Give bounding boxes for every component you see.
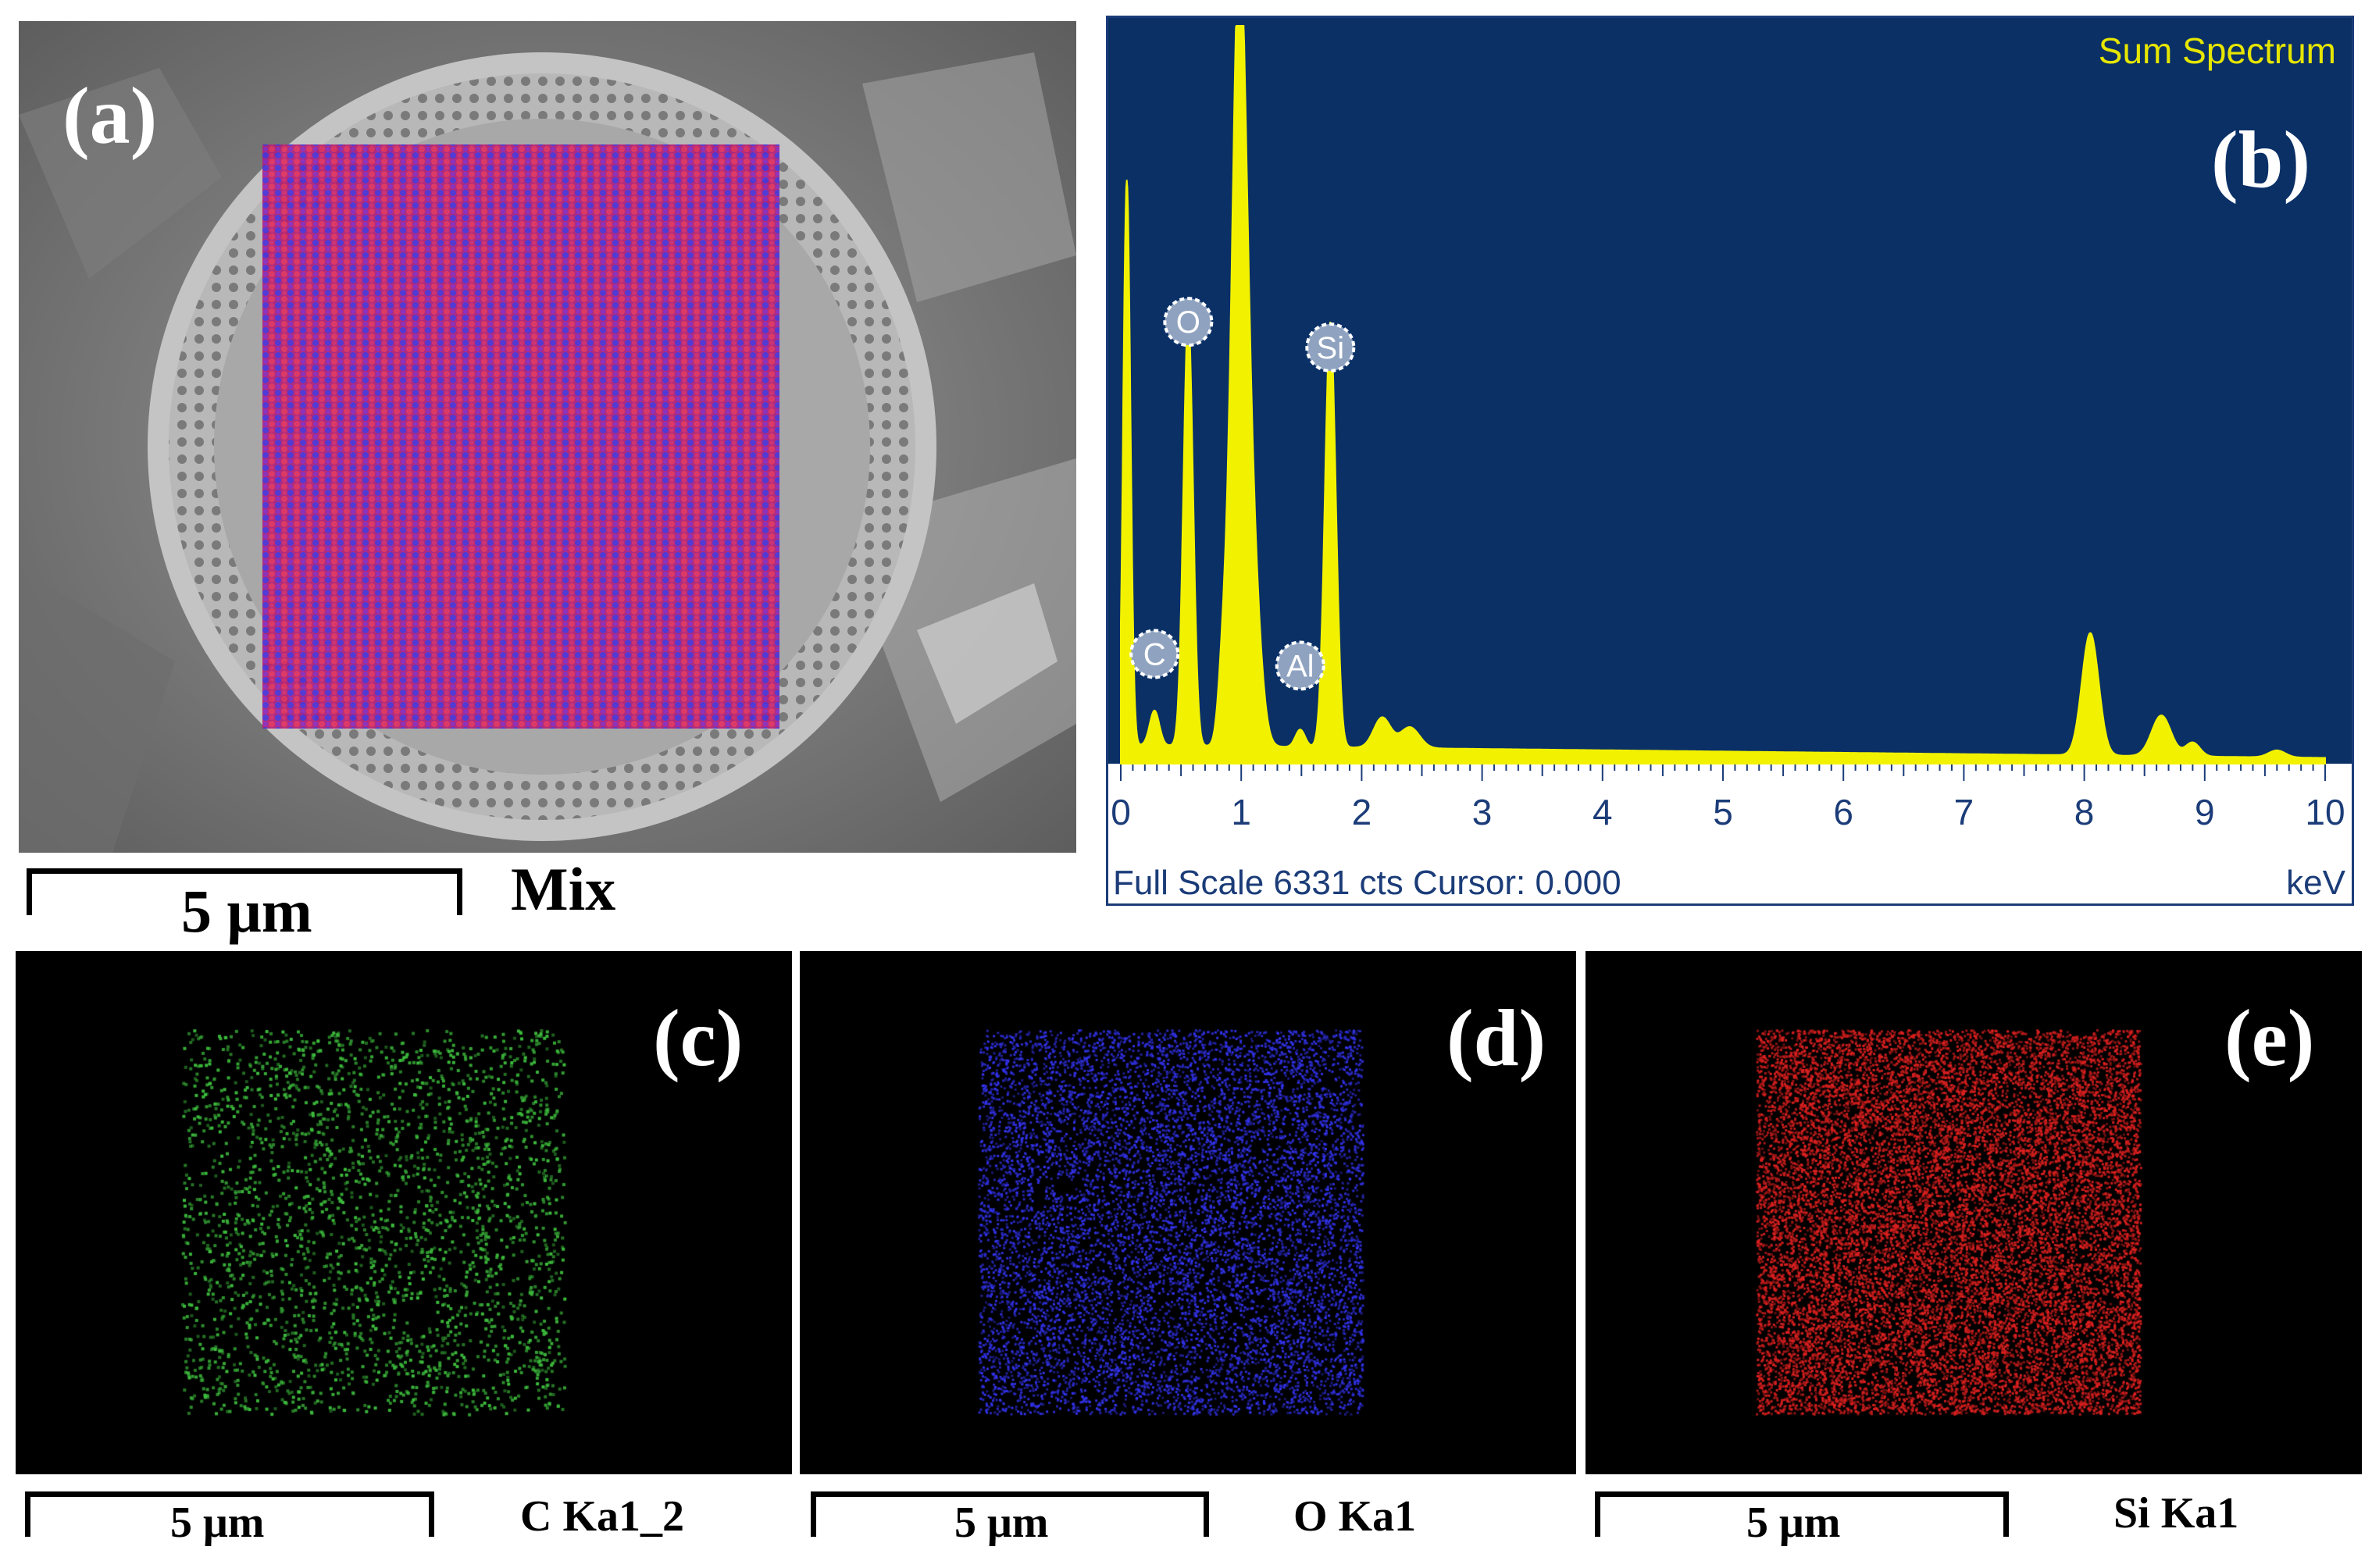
element-label-text: Si [1317, 331, 1345, 365]
panel-d-scale-bar [811, 1491, 1209, 1537]
panel-a-scale-label: 5 μm [181, 877, 312, 945]
element-label-c: C [1129, 629, 1180, 679]
panel-b-letter: (b) [2211, 115, 2311, 205]
panel-a-sem-mix: (a) [19, 21, 1076, 853]
panel-d-oxygen-map: (d) [800, 951, 1576, 1474]
spectrum-chart: 0 1 2 3 4 5 6 7 8 9 10 C O Al Si Sum Spectrum Full Sc… [1108, 18, 2352, 902]
sem-image [19, 21, 1076, 853]
x-tick-label: 6 [1833, 792, 1853, 832]
element-label-text: O [1176, 305, 1200, 340]
spectrum-xlabel: keV [2286, 864, 2345, 902]
panel-c-scale-label: 5 μm [170, 1499, 265, 1547]
x-tick-label: 2 [1352, 792, 1372, 832]
element-label-text: Al [1286, 649, 1314, 683]
x-tick-label: 9 [2195, 792, 2215, 832]
panel-c-carbon-map: (c) [16, 951, 792, 1474]
panel-c-scale-bar [25, 1491, 434, 1537]
panel-e-scale-bar [1595, 1491, 2009, 1537]
x-tick-label: 5 [1713, 792, 1733, 832]
panel-a-scale-bar [27, 868, 462, 915]
spectrum-title: Sum Spectrum [2099, 30, 2336, 71]
element-label-badge [1129, 629, 1180, 679]
x-tick-label: 10 [2305, 792, 2345, 832]
x-tick-label: 4 [1593, 792, 1613, 832]
panel-e-map-label: Si Ka1 [2113, 1489, 2239, 1538]
panel-e-silicon-map: (e) [1585, 951, 2362, 1474]
oxygen-dot-map [800, 951, 1576, 1474]
x-tick-label: 8 [2074, 792, 2095, 832]
silicon-dot-map [1585, 951, 2362, 1474]
panel-d-scale-label: 5 μm [954, 1499, 1049, 1547]
element-label-badge [1275, 640, 1325, 691]
x-tick-label: 3 [1472, 792, 1493, 832]
spectrum-footer: Full Scale 6331 cts Cursor: 0.000 [1113, 864, 1621, 902]
element-label-badge [1305, 322, 1356, 372]
x-tick-label: 7 [1954, 792, 1974, 832]
panel-d-map-label: O Ka1 [1293, 1492, 1417, 1541]
panel-a-map-label: Mix [511, 855, 616, 923]
panel-e-scale-label: 5 μm [1746, 1499, 1841, 1547]
x-tick-label: 1 [1231, 792, 1251, 832]
panel-b-eds-spectrum: 0 1 2 3 4 5 6 7 8 9 10 C O Al Si Sum Spectrum Full Sc… [1106, 16, 2354, 906]
x-tick-label: 0 [1111, 792, 1131, 832]
element-label-text: C [1143, 638, 1166, 672]
panel-d-letter: (d) [1446, 993, 1546, 1083]
element-label-si: Si [1305, 322, 1356, 372]
panel-c-map-label: C Ka1_2 [520, 1492, 684, 1541]
spectrum-area [1120, 25, 2326, 764]
panel-e-letter: (e) [2224, 993, 2315, 1083]
panel-a-letter: (a) [62, 71, 158, 161]
element-label-o: O [1163, 297, 1214, 347]
spectrum-plot-background [1108, 18, 2352, 764]
element-label-al: Al [1275, 640, 1325, 691]
carbon-dot-map [16, 951, 792, 1474]
element-label-badge [1163, 297, 1214, 347]
panel-c-letter: (c) [653, 993, 744, 1083]
